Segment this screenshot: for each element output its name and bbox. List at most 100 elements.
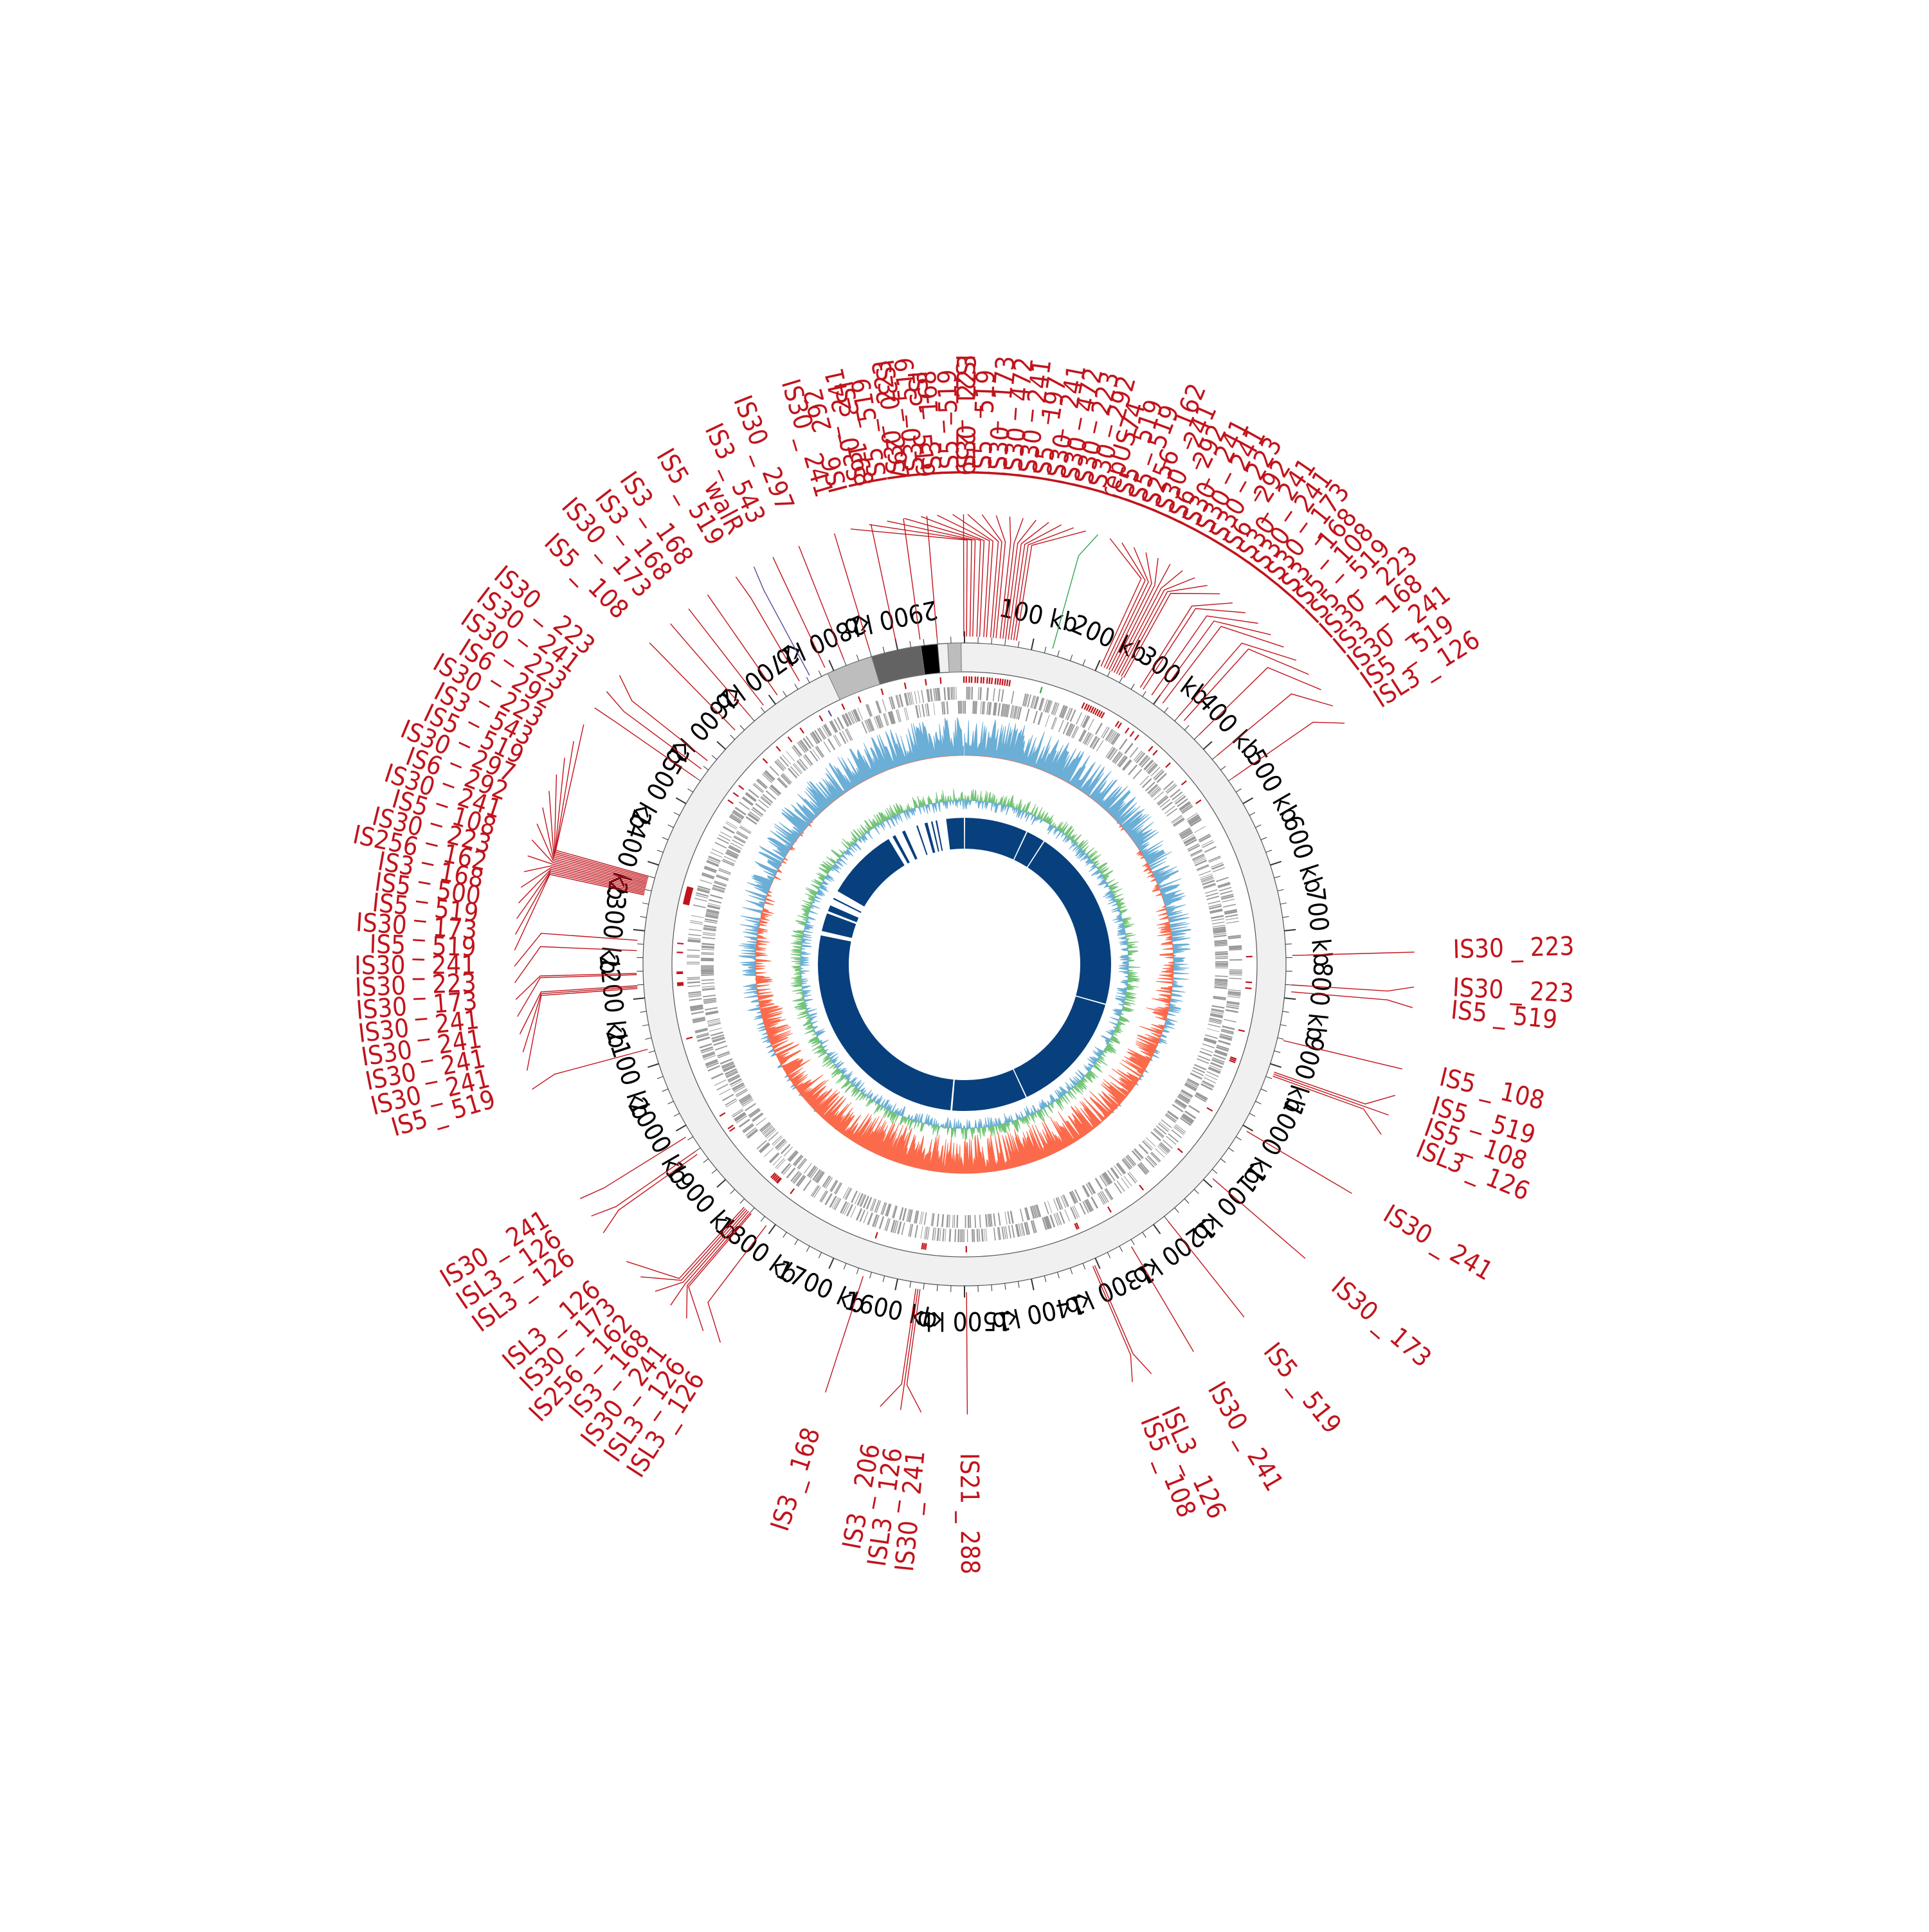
gene-block xyxy=(1215,961,1228,962)
minor-tick xyxy=(1107,671,1110,676)
gene-block xyxy=(1058,720,1064,732)
gene-block xyxy=(1215,966,1228,967)
gene-block xyxy=(1132,1150,1141,1160)
gene-block xyxy=(1088,719,1094,730)
gene-block xyxy=(1224,1019,1236,1023)
minor-tick xyxy=(844,660,846,665)
gene-block xyxy=(743,1124,754,1133)
minor-tick xyxy=(1220,1159,1226,1162)
minor-tick xyxy=(1131,1240,1134,1245)
gene-block xyxy=(687,956,700,957)
is-element-mark xyxy=(788,736,793,742)
minor-tick xyxy=(1119,677,1123,683)
gene-block xyxy=(701,953,714,955)
is-element-mark xyxy=(828,710,832,717)
minor-tick xyxy=(1212,755,1217,759)
is-element-mark xyxy=(1139,1185,1144,1191)
gene-block xyxy=(777,1159,786,1169)
gene-block xyxy=(965,1215,966,1228)
minor-tick xyxy=(640,1011,646,1012)
gene-block xyxy=(1216,877,1229,882)
minor-tick xyxy=(695,777,700,781)
gene-block xyxy=(1208,901,1220,905)
gene-block xyxy=(1155,1148,1164,1158)
gene-block xyxy=(1128,764,1137,775)
is-element-mark xyxy=(775,746,781,752)
minor-tick xyxy=(819,1252,821,1258)
major-tick xyxy=(633,998,645,999)
minor-tick xyxy=(1229,1148,1234,1151)
minor-tick xyxy=(1274,1051,1281,1052)
gene-block xyxy=(1229,975,1242,976)
gene-block xyxy=(970,1215,971,1228)
gene-block xyxy=(828,738,835,750)
gene-block xyxy=(930,689,933,701)
gene-block xyxy=(955,687,957,700)
is-element-mark xyxy=(727,799,733,804)
is-element-mark xyxy=(966,676,967,683)
is-element-mark xyxy=(1004,679,1006,685)
gene-block xyxy=(719,835,730,842)
gene-block xyxy=(711,1073,723,1079)
gene-block xyxy=(1211,918,1224,921)
is-element-mark xyxy=(986,677,988,683)
minor-tick xyxy=(1005,639,1006,646)
minor-tick xyxy=(640,916,646,917)
minor-tick xyxy=(1261,1089,1267,1092)
is-element-mark xyxy=(676,971,683,973)
minor-tick xyxy=(806,677,810,683)
major-tick xyxy=(895,1279,898,1290)
gene-block xyxy=(1008,1225,1011,1238)
minor-tick xyxy=(783,691,787,696)
gene-block xyxy=(904,708,907,721)
minor-tick xyxy=(645,890,651,891)
is-element-mark xyxy=(841,703,845,710)
gene-block xyxy=(1226,921,1239,923)
gene-block xyxy=(914,1225,918,1238)
gene-block xyxy=(707,1018,720,1022)
is-element-mark xyxy=(874,1232,878,1238)
gene-block xyxy=(693,905,706,908)
minor-tick xyxy=(1044,647,1046,653)
gene-block xyxy=(687,981,700,984)
gene-block xyxy=(687,977,700,978)
minor-tick xyxy=(730,1189,735,1194)
gene-block xyxy=(1202,1043,1215,1049)
synteny-block xyxy=(936,820,943,851)
major-tick xyxy=(1154,1225,1161,1234)
minor-tick xyxy=(1212,1169,1217,1173)
gene-block xyxy=(1116,1164,1125,1175)
gene-block xyxy=(715,1045,727,1051)
gene-block xyxy=(839,732,847,744)
is-element-mark xyxy=(1165,763,1171,768)
gene-block xyxy=(1011,1225,1015,1238)
gene-block xyxy=(1074,1189,1082,1202)
is-element-mark xyxy=(995,678,997,685)
minor-tick xyxy=(819,671,821,676)
tick-label: 700 kb xyxy=(1300,886,1338,968)
major-tick xyxy=(717,741,725,749)
is-element-mark xyxy=(1006,680,1009,686)
gene-block xyxy=(993,1227,996,1240)
gene-block xyxy=(1211,915,1224,919)
gene-block xyxy=(1215,951,1228,953)
is-element-mark xyxy=(677,943,684,944)
gene-block xyxy=(837,717,844,729)
gene-block xyxy=(972,1229,974,1242)
minor-tick xyxy=(910,1281,911,1288)
major-tick xyxy=(1204,1180,1212,1187)
minor-tick xyxy=(1018,641,1019,647)
gene-block xyxy=(1173,1127,1184,1135)
minor-tick xyxy=(1194,1189,1199,1194)
major-tick xyxy=(633,930,645,931)
minor-tick xyxy=(1283,916,1289,917)
gene-block xyxy=(1205,889,1218,894)
gene-block xyxy=(946,701,948,714)
minor-tick xyxy=(910,641,911,647)
gene-block xyxy=(1088,1182,1096,1194)
is-element-label: IS30 _ 223 xyxy=(1453,932,1575,964)
gene-block xyxy=(706,860,719,867)
minor-tick xyxy=(1278,1038,1284,1039)
gene-block xyxy=(986,1229,988,1241)
gene-block xyxy=(1229,959,1242,961)
